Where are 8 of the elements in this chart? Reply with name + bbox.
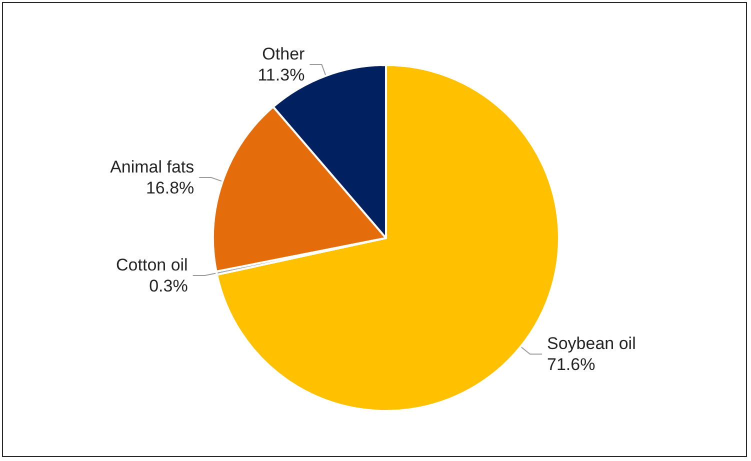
slice-label: Soybean oil [547, 334, 636, 354]
data-label: 11.3% [258, 66, 305, 85]
slice-label: Cotton oil [116, 256, 188, 275]
slice-label: Animal fats [110, 158, 194, 177]
data-label: 16.8% [146, 178, 194, 198]
data-label: 71.6% [547, 355, 596, 374]
slice-label: Other [262, 44, 306, 64]
data-label: 0.3% [149, 276, 188, 296]
